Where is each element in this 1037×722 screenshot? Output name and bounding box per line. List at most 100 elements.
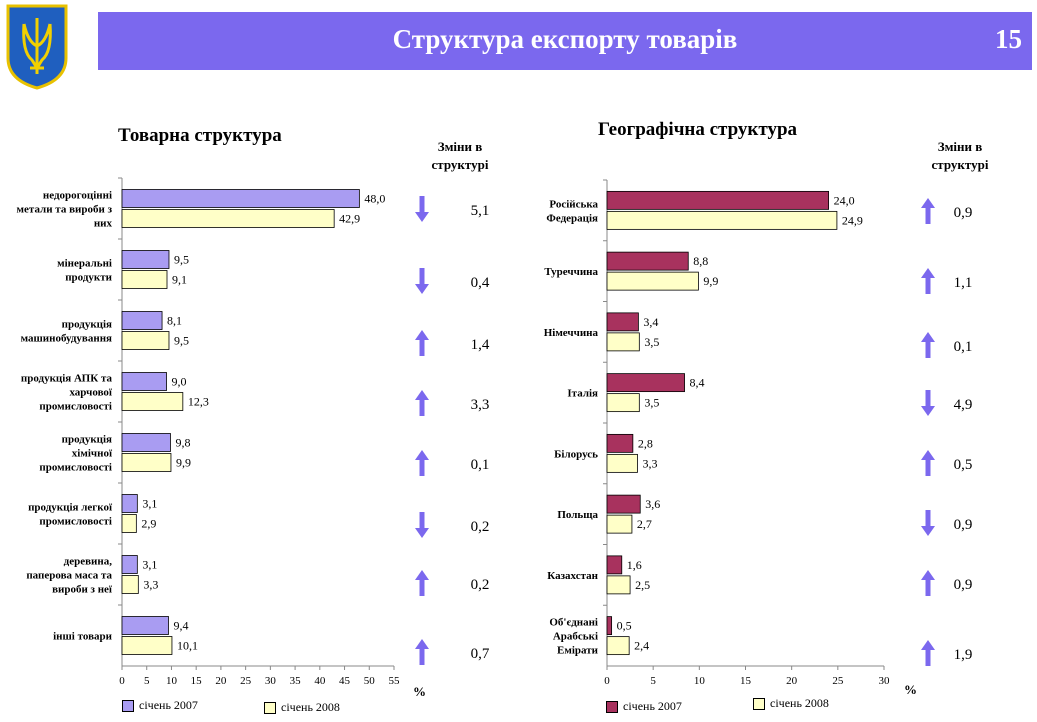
right-x-tick-label: 5 [650,675,656,687]
right-bar-2007 [606,190,830,210]
left-bar-2008 [121,636,173,655]
right-change-value: 0,5 [954,457,973,473]
right-x-tick-label: 25 [832,675,844,687]
right-change-up-arrow-icon [921,332,935,358]
right-bar-2008 [606,575,631,595]
right-bar-2007 [606,616,613,636]
left-change-up-arrow-icon [415,570,429,596]
right-change-value: 0,9 [954,517,973,533]
left-value-label-2008: 12,3 [188,395,209,409]
left-x-tick-label: 5 [144,675,150,687]
right-change-up-arrow-icon [921,450,935,476]
left-x-tick-label: 55 [389,675,401,687]
left-category-label: продукція АПК та [21,373,113,385]
right-value-label-2007: 0,5 [617,619,632,633]
right-bar-2008 [606,210,838,230]
right-change-up-arrow-icon [921,570,935,596]
left-value-label-2008: 9,1 [172,273,187,287]
right-category-label: Білорусь [554,448,598,460]
left-category-label: промисловості [39,516,112,528]
left-x-tick-label: 45 [339,675,351,687]
page-title: Структура експорту товарів [392,24,738,54]
legend-label: січень 2007 [623,699,682,713]
left-value-label-2007: 8,1 [167,314,182,328]
left-bar-2007 [121,433,171,452]
right-value-label-2007: 24,0 [834,193,855,207]
right-bar-2008 [606,636,630,656]
right-category-label: Казахстан [547,570,598,582]
left-bar-2008 [121,575,139,594]
left-x-tick-label: 40 [314,675,326,687]
legend-swatch [606,700,618,713]
right-category-label: Арабські [553,631,598,643]
right-x-tick-label: 0 [604,675,610,687]
right-change-up-arrow-icon [921,640,935,666]
left-change-up-arrow-icon [415,390,429,416]
right-value-label-2007: 1,6 [627,558,642,572]
left-value-label-2008: 2,9 [141,517,156,531]
right-value-label-2008: 24,9 [842,213,863,227]
left-bar-2007 [121,494,138,513]
right-bar-2008 [606,453,638,473]
right-change-down-arrow-icon [921,390,935,416]
left-x-tick-label: 15 [191,675,203,687]
right-bar-2007 [606,312,639,332]
right-value-label-2008: 3,5 [644,335,659,349]
left-category-label: продукти [65,272,112,284]
left-change-value: 0,2 [471,519,490,535]
right-category-label: Емірати [557,645,599,657]
left-bar-2007 [121,250,170,269]
left-change-value: 0,1 [471,457,490,473]
left-change-down-arrow-icon [415,196,429,222]
left-change-value: 0,7 [471,646,490,662]
legend-label: січень 2007 [139,698,198,712]
right-bar-2008 [606,514,633,534]
left-value-label-2008: 9,5 [174,334,189,348]
left-bar-2008 [121,209,335,228]
right-value-label-2007: 8,8 [693,254,708,268]
left-category-label: вироби з неї [52,584,113,596]
left-x-tick-label: 25 [240,675,252,687]
left-change-down-arrow-icon [415,268,429,294]
right-value-label-2008: 2,5 [635,578,650,592]
left-value-label-2007: 9,8 [175,436,190,450]
right-category-label: Російська [549,198,598,210]
right-bar-2007 [606,251,689,271]
right-bar-2007 [606,494,641,514]
left-bar-2008 [121,514,137,533]
left-value-label-2008: 9,9 [176,456,191,470]
left-category-label: промисловості [39,462,112,474]
right-chart-title: Географічна структура [598,119,798,140]
left-bar-2007 [121,555,138,574]
right-bar-2007 [606,373,685,393]
right-change-up-arrow-icon [921,268,935,294]
left-value-label-2007: 3,1 [142,497,157,511]
left-x-tick-label: 0 [119,675,125,687]
left-legend-2008: січень 2008 [264,700,340,715]
left-value-label-2007: 3,1 [142,558,157,572]
left-category-label: промисловості [39,401,112,413]
right-bar-2008 [606,332,640,352]
left-bar-2007 [121,189,360,208]
right-bar-2008 [606,271,699,291]
left-category-label: продукція [62,319,112,331]
right-value-label-2007: 3,6 [645,497,660,511]
right-value-label-2008: 3,3 [642,456,657,470]
left-bar-2008 [121,453,172,472]
left-change-value: 5,1 [471,203,490,219]
right-bar-2008 [606,393,640,413]
right-x-tick-label: 30 [879,675,891,687]
left-value-label-2008: 42,9 [339,212,360,226]
right-change-value: 1,9 [954,647,973,663]
left-x-tick-label: 50 [364,675,376,687]
right-x-tick-label: 20 [786,675,798,687]
right-legend-2007: січень 2007 [606,699,682,714]
left-category-label: продукція [62,434,112,446]
right-unit-label: % [904,682,917,697]
left-unit-label: % [413,684,426,699]
left-category-label: мінеральні [57,258,112,270]
left-category-label: них [94,218,113,230]
right-category-label: Німеччина [544,327,599,339]
right-value-label-2007: 3,4 [643,315,658,329]
